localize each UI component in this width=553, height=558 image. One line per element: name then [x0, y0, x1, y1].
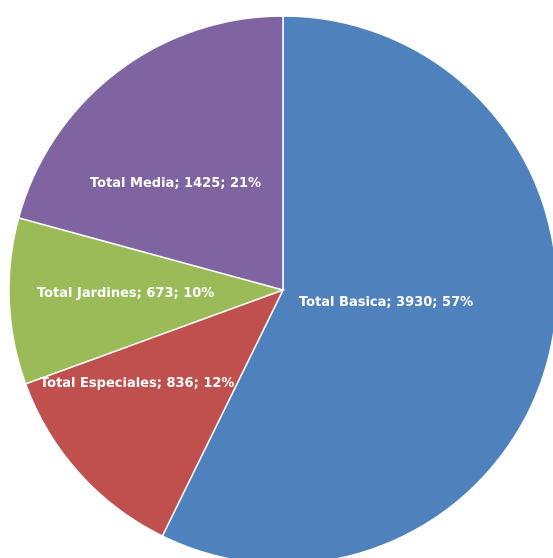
pie-slice-total-especiales: [24, 288, 285, 538]
slice-label-total-jardines: Total Jardines; 673; 10%: [37, 286, 214, 301]
pie-labels: Total Basica; 3930; 57% Total Especiales…: [37, 176, 473, 391]
slice-label-total-especiales: Total Especiales; 836; 12%: [40, 376, 234, 391]
pie-slices: [8, 15, 553, 558]
pie-slice-total-basica: [161, 15, 553, 558]
slice-label-total-media: Total Media; 1425; 21%: [90, 176, 261, 191]
slice-label-total-basica: Total Basica; 3930; 57%: [299, 295, 473, 310]
pie-slice-total-media: [17, 15, 284, 291]
pie-slice-total-jardines: [8, 216, 286, 385]
